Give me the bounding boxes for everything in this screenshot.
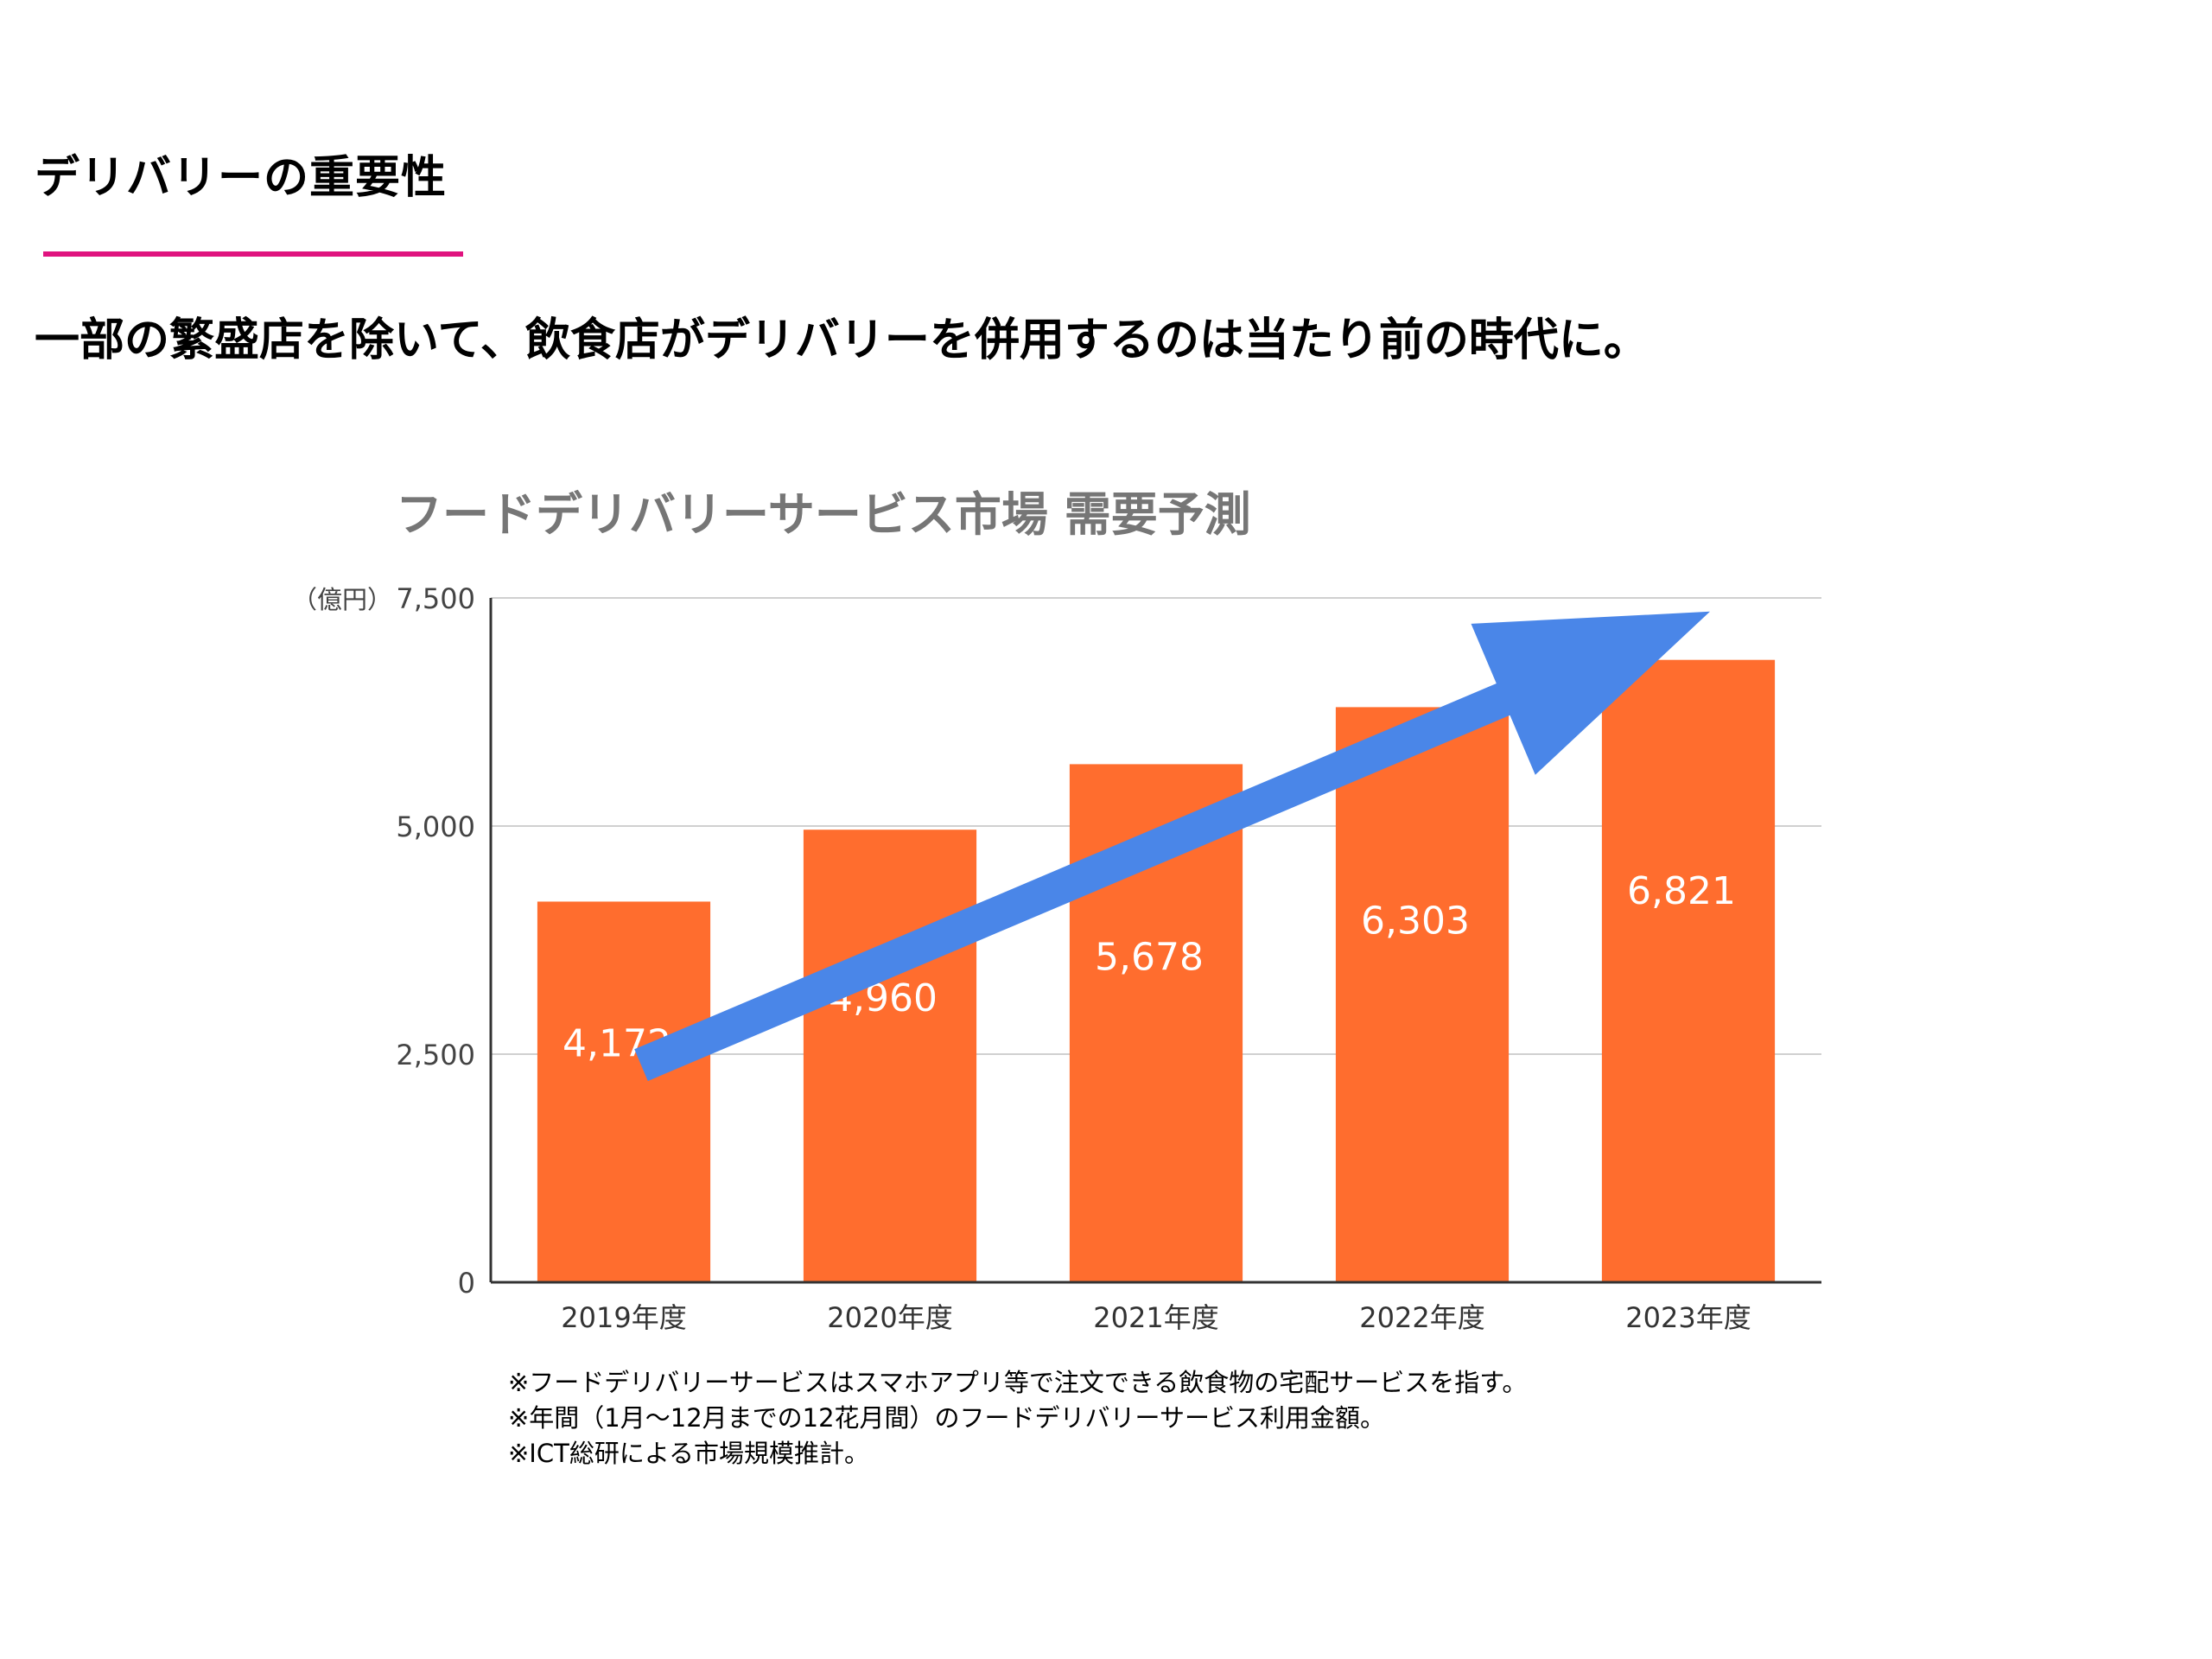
data-label: 5,678 — [1095, 935, 1204, 979]
section-title: デリバリーの重要性 — [35, 152, 448, 204]
footnote: ※ICT総研による市場規模推計。 — [508, 1439, 869, 1468]
y-tick-label: 7,500 — [396, 582, 475, 615]
y-tick-label: 2,500 — [396, 1039, 475, 1071]
bar-chart: 0 2,500 5,000 7,500（億円） 2019年度 2020年度 2021年度 20… — [292, 582, 1821, 1334]
x-tick-label: 2023年度 — [1625, 1301, 1751, 1334]
footnotes: ※フードデリバリーサービスはスマホアプリ等で注文できる飲食物の宅配サービスを指す… — [508, 1365, 1527, 1471]
data-label: 6,303 — [1361, 899, 1470, 944]
y-unit-label: （億円） — [292, 585, 392, 614]
y-tick-label: 0 — [458, 1267, 475, 1300]
bar — [1335, 707, 1510, 1282]
x-tick-label: 2021年度 — [1093, 1301, 1218, 1334]
x-tick-label: 2020年度 — [827, 1301, 952, 1334]
data-label: 6,821 — [1627, 869, 1736, 913]
chart-title: フードデリバリーサービス市場 需要予測 — [396, 487, 1251, 542]
footnote: ※フードデリバリーサービスはスマホアプリ等で注文できる飲食物の宅配サービスを指す… — [508, 1368, 1528, 1397]
x-tick-label: 2022年度 — [1359, 1301, 1484, 1334]
bar — [537, 901, 711, 1282]
headline: 一部の繁盛店を除いて、飲食店がデリバリーを併用するのは当たり前の時代に。 — [35, 315, 1649, 366]
title-underline — [43, 251, 463, 257]
footnote: ※年間（1月～12月までの12花月間）のフードデリバリーサービス利用金額。 — [508, 1403, 1385, 1433]
trend-arrow-icon — [634, 611, 1711, 1082]
bar — [803, 830, 977, 1282]
x-tick-label: 2019年度 — [561, 1301, 686, 1334]
y-tick-label: 5,000 — [396, 810, 475, 843]
bar — [1601, 659, 1776, 1282]
